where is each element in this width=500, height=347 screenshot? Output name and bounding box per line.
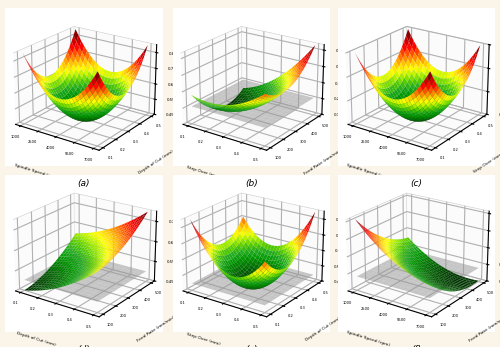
Text: (b): (b) bbox=[245, 179, 258, 188]
Y-axis label: Step Over (mm): Step Over (mm) bbox=[472, 151, 500, 174]
Y-axis label: Depth of Cut (mm): Depth of Cut (mm) bbox=[138, 150, 174, 175]
X-axis label: Spindle Speed (rpm): Spindle Speed (rpm) bbox=[346, 330, 391, 347]
Text: (d): (d) bbox=[78, 345, 90, 347]
Y-axis label: Feed Rate (mm/min): Feed Rate (mm/min) bbox=[136, 315, 175, 343]
Y-axis label: Feed Rate (mm/min): Feed Rate (mm/min) bbox=[468, 315, 500, 343]
Text: (a): (a) bbox=[78, 179, 90, 188]
Text: (c): (c) bbox=[410, 179, 422, 188]
Y-axis label: Feed Rate (mm/min): Feed Rate (mm/min) bbox=[304, 149, 343, 176]
Text: (e): (e) bbox=[245, 345, 258, 347]
X-axis label: Step Over (mm): Step Over (mm) bbox=[186, 165, 220, 179]
Y-axis label: Depth of Cut (mm): Depth of Cut (mm) bbox=[305, 316, 342, 342]
Text: (f): (f) bbox=[411, 345, 422, 347]
X-axis label: Spindle Speed (rpm): Spindle Speed (rpm) bbox=[346, 164, 391, 181]
X-axis label: Spindle Speed (rpm): Spindle Speed (rpm) bbox=[14, 164, 58, 181]
X-axis label: Step Over (mm): Step Over (mm) bbox=[186, 332, 220, 346]
X-axis label: Depth of Cut (mm): Depth of Cut (mm) bbox=[16, 331, 56, 347]
